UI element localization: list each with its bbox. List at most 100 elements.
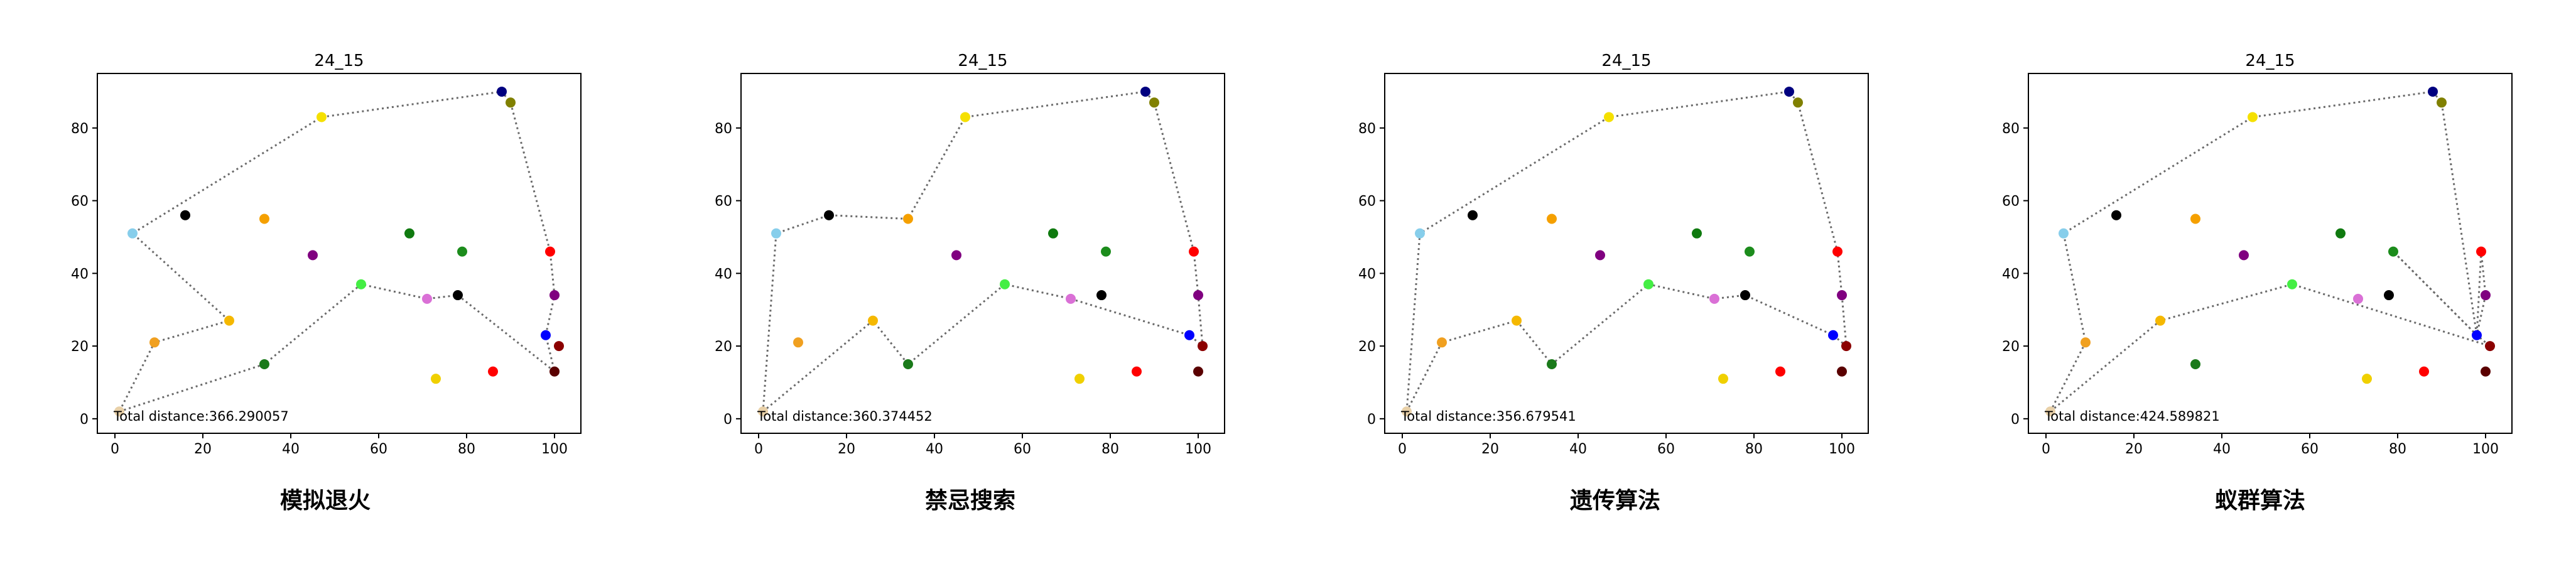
city-point xyxy=(2190,214,2200,224)
city-point xyxy=(127,228,138,239)
city-point xyxy=(2335,228,2346,239)
city-point xyxy=(1437,337,1447,348)
city-point xyxy=(224,315,234,326)
city-point xyxy=(488,366,498,377)
y-tick-label: 20 xyxy=(1358,339,1376,355)
city-point xyxy=(903,359,913,370)
city-point xyxy=(1828,330,1838,340)
city-point xyxy=(2111,210,2121,220)
axes-frame xyxy=(740,73,1225,434)
city-point xyxy=(431,374,441,384)
x-tick-label: 20 xyxy=(194,441,212,457)
city-point xyxy=(1189,246,1199,257)
city-point xyxy=(960,112,970,122)
y-tick-label: 80 xyxy=(2002,121,2020,137)
y-tick-label: 40 xyxy=(715,266,732,282)
city-point xyxy=(2437,97,2447,108)
city-point xyxy=(903,214,913,224)
axes-frame xyxy=(1384,73,1869,434)
panel-1: 24_15 0 20 40 60 80 100 0 20 40 60 80 Total distance… xyxy=(0,0,644,467)
city-point xyxy=(1193,366,1203,377)
x-tick-label: 40 xyxy=(1569,441,1587,457)
city-point xyxy=(2190,359,2200,370)
city-point xyxy=(2388,246,2398,257)
total-distance-label: Total distance:356.679541 xyxy=(1400,409,1576,424)
city-point xyxy=(1000,279,1010,289)
x-tick-label: 0 xyxy=(2042,441,2050,457)
y-tick-label: 0 xyxy=(80,412,89,428)
city-point xyxy=(1740,290,1750,301)
x-tick-label: 80 xyxy=(2389,441,2406,457)
caption-3: 遗传算法 xyxy=(1569,488,1660,514)
city-point xyxy=(114,406,124,417)
city-point xyxy=(1048,228,1058,239)
x-tick-label: 60 xyxy=(370,441,387,457)
y-tick-label: 60 xyxy=(715,194,732,210)
city-point xyxy=(1074,374,1085,384)
city-point xyxy=(2059,228,2069,239)
city-point xyxy=(545,246,555,257)
city-point xyxy=(259,359,269,370)
route-line xyxy=(2049,90,2491,413)
city-point xyxy=(149,337,160,348)
city-point xyxy=(1402,406,1412,417)
x-tick-label: 40 xyxy=(2213,441,2231,457)
city-point xyxy=(2287,279,2297,289)
caption-4: 蚁群算法 xyxy=(2214,488,2305,514)
y-tick-label: 20 xyxy=(2002,339,2020,355)
city-point xyxy=(793,337,803,348)
city-point xyxy=(2239,250,2249,261)
chart-title: 24_15 xyxy=(2245,51,2295,70)
caption-2: 禁忌搜索 xyxy=(924,488,1015,514)
city-point xyxy=(356,279,366,289)
total-distance-label: Total distance:360.374452 xyxy=(757,409,933,424)
chart-title: 24_15 xyxy=(1601,51,1651,70)
x-tick-label: 80 xyxy=(458,441,475,457)
city-point xyxy=(1595,250,1605,261)
x-tick-label: 40 xyxy=(926,441,943,457)
y-tick-label: 40 xyxy=(71,266,89,282)
city-point xyxy=(1198,341,1208,352)
city-point xyxy=(2384,290,2394,301)
panel-3: 24_15 0 20 40 60 80 100 0 20 40 60 80 Total distance… xyxy=(1287,0,1931,467)
x-tick-label: 80 xyxy=(1745,441,1763,457)
city-point xyxy=(549,366,560,377)
x-tick-label: 60 xyxy=(1657,441,1675,457)
y-tick-label: 40 xyxy=(2002,266,2020,282)
city-point xyxy=(1547,359,1557,370)
city-point xyxy=(457,246,467,257)
y-tick-label: 20 xyxy=(71,339,89,355)
city-point xyxy=(1718,374,1728,384)
city-point xyxy=(1468,210,1478,220)
city-point xyxy=(554,341,564,352)
route-line xyxy=(118,90,556,413)
chart-4: 24_15 0 20 40 60 80 100 0 20 40 60 80 Total distance… xyxy=(2002,51,2513,457)
route-line xyxy=(1405,90,1848,412)
city-point xyxy=(1832,246,1843,257)
city-point xyxy=(1193,290,1203,301)
y-tick-label: 60 xyxy=(2002,194,2020,210)
y-tick-label: 80 xyxy=(71,121,89,137)
city-point xyxy=(951,250,961,261)
city-point xyxy=(2353,293,2363,304)
y-tick-label: 0 xyxy=(723,412,732,428)
city-point xyxy=(1709,293,1719,304)
city-point xyxy=(2481,366,2491,377)
total-distance-label: Total distance:424.589821 xyxy=(2044,409,2220,424)
y-tick-label: 60 xyxy=(1358,194,1376,210)
x-tick-label: 20 xyxy=(1481,441,1499,457)
y-tick-label: 80 xyxy=(715,121,732,137)
city-point xyxy=(1512,315,1522,326)
city-point xyxy=(259,214,269,224)
city-point xyxy=(2419,366,2429,377)
city-point xyxy=(1643,279,1653,289)
city-point xyxy=(1837,366,1847,377)
chart-title: 24_15 xyxy=(314,51,364,70)
x-tick-label: 20 xyxy=(838,441,855,457)
city-point xyxy=(1149,97,1159,108)
route-line xyxy=(762,90,1204,413)
city-point xyxy=(1415,228,1425,239)
chart-1: 24_15 0 20 40 60 80 100 0 20 40 60 80 Total distance… xyxy=(71,51,582,457)
chart-3: 24_15 0 20 40 60 80 100 0 20 40 60 80 Total distance… xyxy=(1358,51,1869,457)
city-point xyxy=(1793,97,1803,108)
